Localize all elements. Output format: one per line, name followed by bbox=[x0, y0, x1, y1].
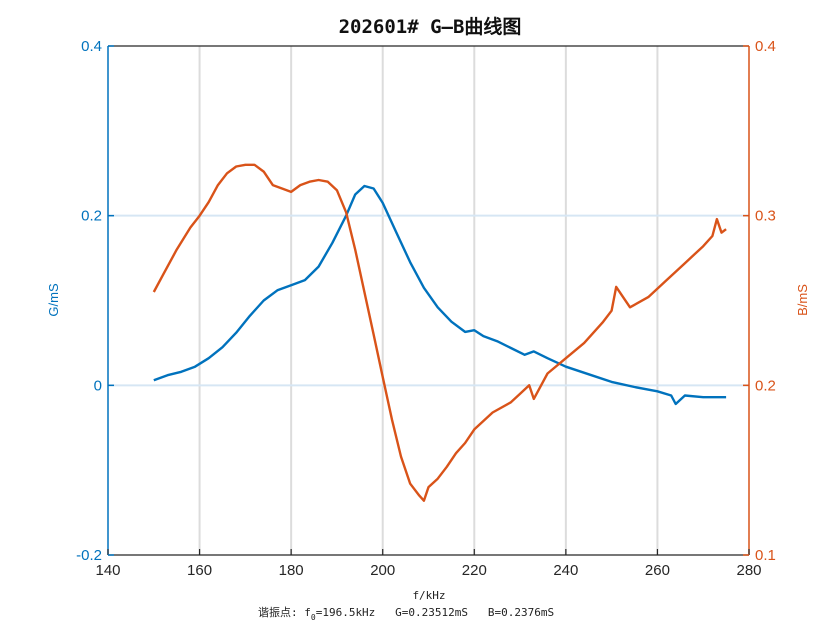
series-G-line bbox=[153, 184, 727, 406]
x-tick-label: 240 bbox=[553, 562, 578, 579]
annotation-subscript: 0 bbox=[311, 613, 316, 622]
left-y-tick-label: 0.2 bbox=[81, 208, 102, 225]
x-axis-label: f/kHz bbox=[412, 589, 445, 602]
x-tick-label: 180 bbox=[279, 562, 304, 579]
grid-lines bbox=[108, 46, 749, 555]
left-y-axis-label: G/mS bbox=[46, 283, 61, 317]
x-tick-label: 220 bbox=[462, 562, 487, 579]
left-y-tick-label: -0.2 bbox=[76, 547, 102, 564]
resonance-annotation: 谐振点: f0=196.5kHz G=0.23512mS B=0.2376mS bbox=[258, 605, 554, 622]
right-y-tick-label: 0.4 bbox=[755, 38, 776, 55]
right-y-tick-label: 0.3 bbox=[755, 208, 776, 225]
x-tick-label: 260 bbox=[645, 562, 670, 579]
x-tick-label: 280 bbox=[736, 562, 761, 579]
x-tick-label: 160 bbox=[187, 562, 212, 579]
left-y-axis-ticks: -0.2 0 0.2 0.4 bbox=[76, 38, 114, 564]
right-y-axis-ticks: 0.1 0.2 0.3 0.4 bbox=[743, 38, 776, 564]
left-y-tick-label: 0.4 bbox=[81, 38, 102, 55]
right-y-tick-label: 0.2 bbox=[755, 377, 776, 394]
left-y-tick-label: 0 bbox=[94, 377, 102, 394]
annotation-values: =196.5kHz G=0.23512mS B=0.2376mS bbox=[316, 606, 554, 619]
chart-title: 202601# G—B曲线图 bbox=[339, 15, 522, 38]
series-B-line bbox=[152, 163, 727, 502]
x-tick-label: 200 bbox=[370, 562, 395, 579]
right-y-tick-label: 0.1 bbox=[755, 547, 776, 564]
right-y-axis-label: B/mS bbox=[795, 284, 810, 316]
x-axis-ticks: 140 160 180 200 220 240 260 280 bbox=[95, 549, 762, 579]
x-tick-label: 140 bbox=[95, 562, 120, 579]
annotation-prefix: 谐振点: f bbox=[258, 605, 311, 619]
data-series bbox=[152, 163, 727, 502]
